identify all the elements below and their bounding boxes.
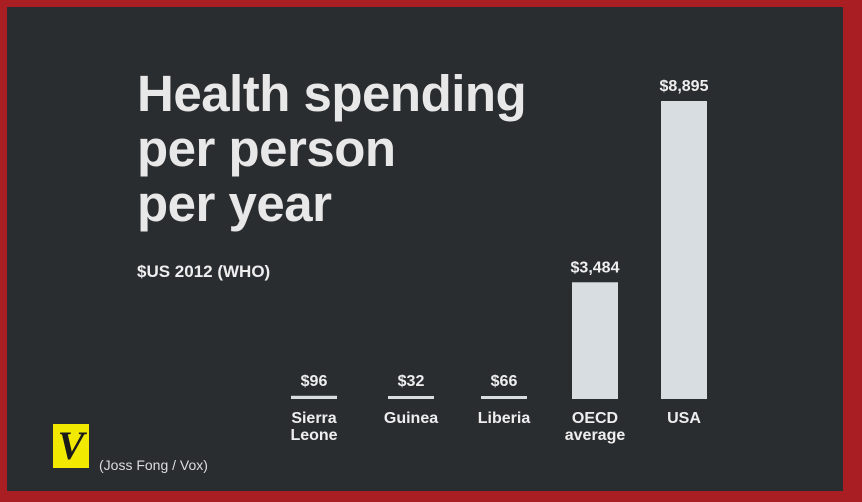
category-label-line: USA [667, 410, 701, 427]
title-line: Health spending [137, 65, 527, 122]
photo-credit: (Joss Fong / Vox) [99, 457, 208, 473]
logo-letter: V [57, 423, 85, 468]
bar [572, 282, 618, 399]
category-label-line: Guinea [384, 410, 438, 427]
category-label-line: Sierra [291, 410, 336, 427]
value-label: $8,895 [660, 78, 709, 95]
title-line: per person [137, 120, 396, 177]
category-label-line: OECD [572, 410, 618, 427]
category-label-line: average [565, 427, 626, 444]
bar [291, 395, 337, 399]
bar [661, 101, 707, 399]
value-label: $32 [398, 373, 425, 390]
value-label: $3,484 [571, 259, 620, 276]
category-label: Liberia [478, 410, 531, 427]
chart-title: Health spending per person per year [137, 66, 567, 231]
bar [388, 396, 434, 399]
value-label: $66 [491, 373, 518, 390]
vox-logo: V [53, 424, 89, 468]
category-label: Sierra Leone [290, 410, 337, 444]
category-label: Guinea [384, 410, 438, 427]
title-line: per year [137, 175, 332, 232]
category-label-line: Liberia [478, 410, 531, 427]
category-label-line: Leone [290, 427, 337, 444]
value-label: $96 [301, 373, 328, 390]
bar [481, 396, 527, 399]
chart-subtitle: $US 2012 (WHO) [137, 262, 271, 281]
category-label: USA [667, 410, 701, 427]
category-label: OECD average [565, 410, 626, 444]
